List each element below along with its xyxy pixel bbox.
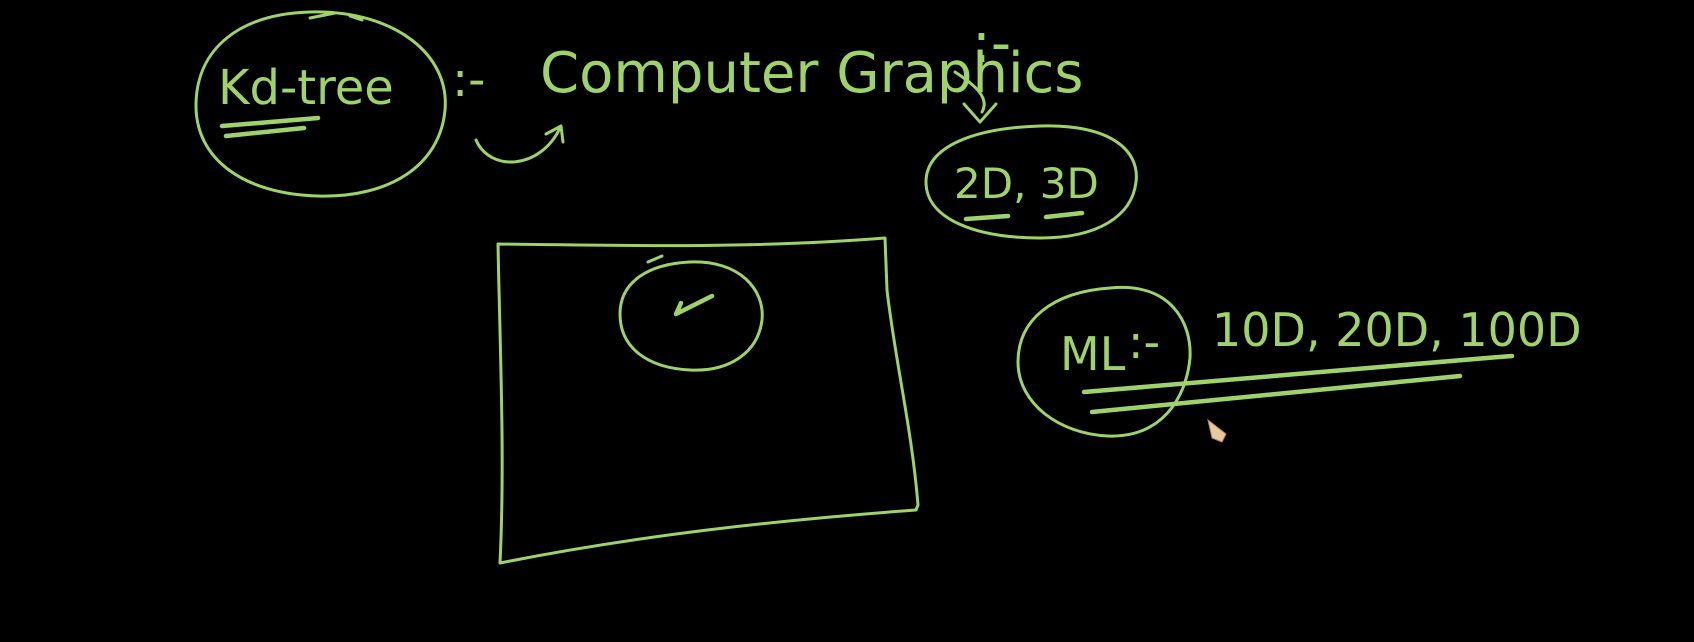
dims-graphics-group: 2D, 3D (924, 124, 1138, 240)
rectangle-outline (496, 236, 920, 565)
kd-tree-circle (194, 10, 447, 198)
kd-tree-label: Kd-tree (218, 60, 394, 116)
dims-graphics-label: 2D, 3D (954, 159, 1099, 208)
query-point-mark (673, 293, 715, 317)
dims-3d-underline (1043, 210, 1085, 220)
ml-underline-2 (1089, 373, 1463, 415)
ml-circle (1016, 285, 1192, 438)
ml-dims-label: 10D, 20D, 100D (1212, 303, 1582, 357)
ml-separator: :- (1128, 315, 1160, 369)
down-arrow (953, 70, 998, 124)
ml-underline-1 (1081, 353, 1515, 395)
circle-start-tick (646, 254, 664, 264)
kd-tree-group: Kd-tree :- (194, 10, 486, 198)
query-circle (618, 260, 764, 372)
computer-graphics-group: Computer Graphics :- (540, 11, 1083, 106)
kd-tree-tick-mark (308, 11, 364, 22)
computer-graphics-separator: :- (972, 11, 1011, 76)
dims-2d-underline (963, 213, 1011, 222)
pencil-cursor-icon (1207, 418, 1227, 443)
kd-tree-separator: :- (452, 52, 486, 108)
ml-group: ML :- 10D, 20D, 100D (1016, 285, 1582, 438)
computer-graphics-label: Computer Graphics (540, 41, 1083, 106)
ml-label: ML (1060, 327, 1126, 381)
kd-tree-underline-2 (223, 125, 307, 139)
kd-tree-underline-1 (219, 115, 321, 129)
dims-graphics-circle (924, 124, 1138, 240)
curved-arrow (474, 124, 565, 164)
space-rectangle (496, 236, 920, 565)
